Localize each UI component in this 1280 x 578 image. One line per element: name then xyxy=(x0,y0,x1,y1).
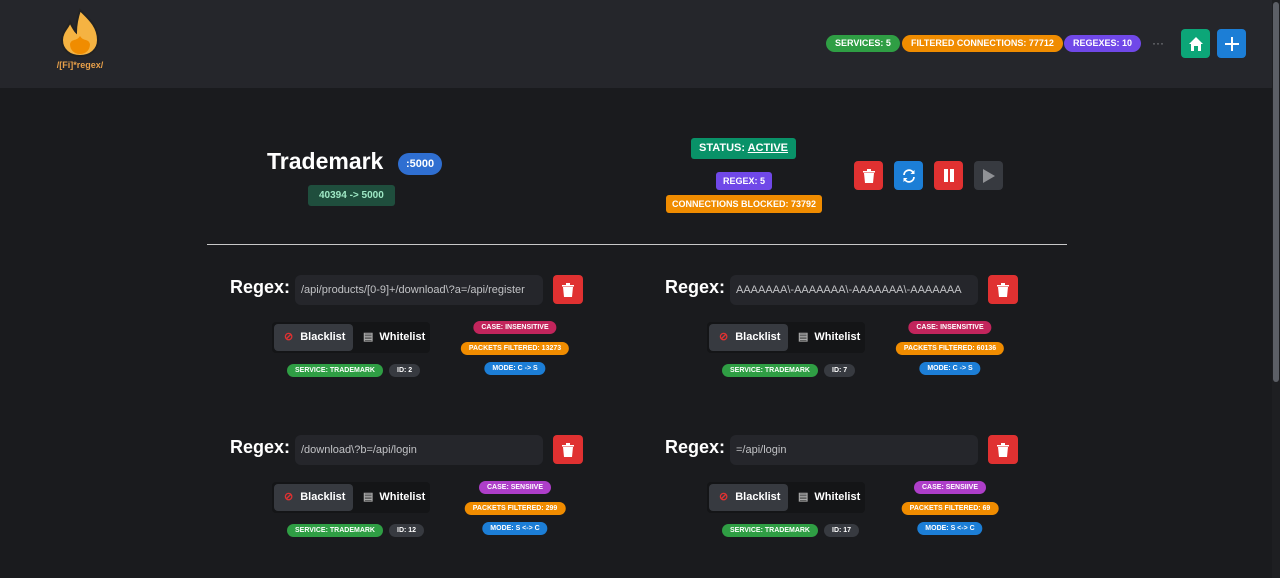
trash-icon xyxy=(997,282,1009,297)
id-badge: ID: 17 xyxy=(824,524,860,537)
delete-regex-button[interactable] xyxy=(988,275,1018,304)
header: /[Fi]*regex/ SERVICES: 5 FILTERED CONNEC… xyxy=(0,0,1272,88)
regex-card: Regex: /api/products/[0-9]+/download\?a=… xyxy=(230,275,590,385)
blocked-icon: ⊘ xyxy=(284,491,294,503)
refresh-icon xyxy=(902,168,915,183)
whitelist-label: Whitelist xyxy=(814,491,861,503)
connections-blocked-badge: CONNECTIONS BLOCKED: 73792 xyxy=(666,195,822,213)
regex-pattern[interactable]: /download\?b=/api/login xyxy=(295,435,543,465)
whitelist-label: Whitelist xyxy=(379,331,426,343)
blacklist-label: Blacklist xyxy=(735,491,781,503)
regex-label: Regex: xyxy=(665,437,726,457)
case-badge: CASE: INSENSITIVE xyxy=(473,321,557,334)
port-mapping: 40394 -> 5000 xyxy=(308,185,395,206)
list-mode-toggle: ⊘ Blacklist ▤ Whitelist xyxy=(707,482,865,513)
whitelist-label: Whitelist xyxy=(814,331,861,343)
packets-filtered-badge: PACKETS FILTERED: 299 xyxy=(464,502,566,515)
mode-badge: MODE: S <-> C xyxy=(917,522,983,535)
regex-pattern[interactable]: /api/products/[0-9]+/download\?a=/api/re… xyxy=(295,275,543,305)
whitelist-option[interactable]: ▤ Whitelist xyxy=(788,484,863,511)
list-icon: ▤ xyxy=(798,331,809,343)
blocked-icon: ⊘ xyxy=(719,331,729,343)
packets-filtered-badge: PACKETS FILTERED: 13273 xyxy=(460,342,570,355)
more-icon[interactable]: ··· xyxy=(1152,36,1164,50)
services-badge: SERVICES: 5 xyxy=(826,35,900,52)
mode-badge: MODE: C -> S xyxy=(484,362,546,375)
id-badge: ID: 12 xyxy=(389,524,425,537)
mode-badge: MODE: C -> S xyxy=(919,362,981,375)
trash-icon xyxy=(862,168,875,183)
case-badge: CASE: INSENSITIVE xyxy=(908,321,992,334)
list-icon: ▤ xyxy=(798,491,809,503)
list-icon: ▤ xyxy=(363,331,374,343)
case-badge: CASE: SENSIIVE xyxy=(913,481,987,494)
port-badge: :5000 xyxy=(398,153,443,175)
trash-icon xyxy=(562,442,574,457)
blacklist-option[interactable]: ⊘ Blacklist xyxy=(709,324,788,351)
regex-label: Regex: xyxy=(665,277,726,297)
whitelist-option[interactable]: ▤ Whitelist xyxy=(353,324,428,351)
regex-label: Regex: xyxy=(230,437,291,457)
filtered-connections-badge: FILTERED CONNECTIONS: 77712 xyxy=(902,35,1063,52)
regex-label: Regex: xyxy=(230,277,291,297)
regex-pattern[interactable]: =/api/login xyxy=(730,435,978,465)
add-service-button[interactable] xyxy=(1217,29,1246,58)
delete-service-button[interactable] xyxy=(854,161,883,190)
divider xyxy=(207,244,1067,245)
plus-icon xyxy=(1224,36,1239,51)
pause-icon xyxy=(943,169,954,182)
status-badge: STATUS: ACTIVE xyxy=(691,138,796,159)
blocked-icon: ⊘ xyxy=(284,331,294,343)
regex-card: Regex: =/api/login ⊘ Blacklist ▤ Whitelist… xyxy=(665,435,1025,545)
home-icon xyxy=(1188,36,1203,51)
flame-logo-icon xyxy=(60,8,100,58)
regexes-badge: REGEXES: 10 xyxy=(1064,35,1142,52)
whitelist-option[interactable]: ▤ Whitelist xyxy=(353,484,428,511)
packets-filtered-badge: PACKETS FILTERED: 69 xyxy=(901,502,999,515)
trash-icon xyxy=(997,442,1009,457)
list-icon: ▤ xyxy=(363,491,374,503)
case-badge: CASE: SENSIIVE xyxy=(478,481,552,494)
blacklist-label: Blacklist xyxy=(300,491,346,503)
blacklist-option[interactable]: ⊘ Blacklist xyxy=(709,484,788,511)
blacklist-option[interactable]: ⊘ Blacklist xyxy=(274,324,353,351)
delete-regex-button[interactable] xyxy=(553,275,583,304)
list-mode-toggle: ⊘ Blacklist ▤ Whitelist xyxy=(272,482,430,513)
list-mode-toggle: ⊘ Blacklist ▤ Whitelist xyxy=(707,322,865,353)
service-badge: SERVICE: TRADEMARK xyxy=(722,524,818,537)
id-badge: ID: 7 xyxy=(824,364,856,377)
status-label: STATUS: xyxy=(698,142,748,154)
mode-badge: MODE: S <-> C xyxy=(482,522,548,535)
whitelist-option[interactable]: ▤ Whitelist xyxy=(788,324,863,351)
regex-pattern[interactable]: AAAAAAA\-AAAAAAA\-AAAAAAA\-AAAAAAA xyxy=(730,275,978,305)
delete-regex-button[interactable] xyxy=(553,435,583,464)
trash-icon xyxy=(562,282,574,297)
service-badge: SERVICE: TRADEMARK xyxy=(287,364,383,377)
blacklist-label: Blacklist xyxy=(300,331,346,343)
logo-text: /[Fi]*regex/ xyxy=(56,60,104,70)
blocked-icon: ⊘ xyxy=(719,491,729,503)
list-mode-toggle: ⊘ Blacklist ▤ Whitelist xyxy=(272,322,430,353)
regex-card: Regex: /download\?b=/api/login ⊘ Blacklis… xyxy=(230,435,590,545)
blacklist-label: Blacklist xyxy=(735,331,781,343)
delete-regex-button[interactable] xyxy=(988,435,1018,464)
regex-card: Regex: AAAAAAA\-AAAAAAA\-AAAAAAA\-AAAAAA… xyxy=(665,275,1025,385)
start-service-button[interactable] xyxy=(974,161,1003,190)
packets-filtered-badge: PACKETS FILTERED: 60136 xyxy=(895,342,1005,355)
service-badge: SERVICE: TRADEMARK xyxy=(287,524,383,537)
service-badge: SERVICE: TRADEMARK xyxy=(722,364,818,377)
whitelist-label: Whitelist xyxy=(379,491,426,503)
blacklist-option[interactable]: ⊘ Blacklist xyxy=(274,484,353,511)
id-badge: ID: 2 xyxy=(389,364,421,377)
service-name: Trademark xyxy=(267,148,384,174)
scrollbar-thumb[interactable] xyxy=(1273,2,1279,382)
restart-service-button[interactable] xyxy=(894,161,923,190)
status-value: ACTIVE xyxy=(747,142,789,154)
home-button[interactable] xyxy=(1181,29,1210,58)
play-icon xyxy=(982,168,995,183)
pause-service-button[interactable] xyxy=(934,161,963,190)
regex-count-badge: REGEX: 5 xyxy=(716,172,772,190)
logo[interactable]: /[Fi]*regex/ xyxy=(50,8,110,70)
